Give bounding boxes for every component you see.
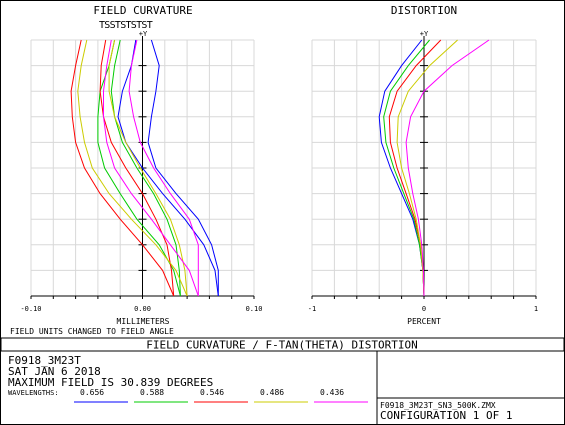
analysis-banner: FIELD CURVATURE / F-TAN(THETA) DISTORTIO…	[146, 339, 418, 352]
series-line	[77, 39, 188, 297]
curvature-title: FIELD CURVATURE	[93, 4, 192, 17]
series-line	[383, 39, 430, 297]
distortion-y-axis-label: +Y	[420, 30, 429, 38]
configuration-text: CONFIGURATION 1 OF 1	[380, 409, 512, 422]
field-units-note: FIELD UNITS CHANGED TO FIELD ANGLE	[10, 327, 174, 336]
wavelengths-label: WAVELENGTHS:	[8, 389, 59, 397]
wavelength-value: 0.656	[80, 388, 104, 397]
legend-letter: S	[141, 20, 147, 31]
legend-letter: T	[147, 20, 153, 31]
series-line	[103, 39, 199, 297]
series-line	[117, 39, 219, 297]
wavelength-value: 0.486	[260, 388, 284, 397]
legend-letter: T	[115, 20, 121, 31]
wavelength-value: 0.546	[200, 388, 224, 397]
x-tick-label: -1	[308, 305, 316, 313]
distortion-plot: -1 0 1	[308, 36, 538, 313]
lens-name: F0918_3M23T	[8, 354, 81, 367]
date-text: SAT JAN 6 2018	[8, 365, 101, 378]
legend-letter: S	[104, 20, 110, 31]
x-tick-label: 0	[422, 305, 426, 313]
max-field-text: MAXIMUM FIELD IS 30.839 DEGREES	[8, 376, 213, 389]
banner-box	[0, 337, 565, 352]
curvature-x-axis-label: MILLIMETERS	[117, 317, 170, 326]
series-line	[405, 39, 490, 297]
curvature-y-axis-label: +Y	[139, 30, 148, 38]
x-tick-label: -0.10	[20, 305, 41, 313]
legend-letter: S	[120, 20, 126, 31]
legend-letter: T	[136, 20, 142, 31]
field-curvature-plot: -0.10 0.00 0.10	[20, 36, 262, 313]
series-line	[108, 39, 188, 297]
series-line	[99, 39, 175, 297]
x-tick-label: 1	[534, 305, 538, 313]
x-tick-label: 0.10	[246, 305, 263, 313]
series-line	[97, 39, 181, 297]
legend-letter: S	[110, 20, 116, 31]
series-line	[147, 39, 219, 296]
series-line	[128, 39, 199, 296]
distortion-x-axis-label: PERCENT	[407, 317, 441, 326]
legend-letter: T	[126, 20, 132, 31]
wavelength-value: 0.588	[140, 388, 164, 397]
wavelength-value: 0.436	[320, 388, 344, 397]
file-name: F0918_3M23T_SN3_500K.ZMX	[380, 401, 496, 410]
wavelength-legend: 0.656 0.588 0.546 0.486 0.436	[74, 388, 368, 403]
legend-letter: S	[131, 20, 137, 31]
legend-letter: T	[99, 20, 105, 31]
series-line	[70, 39, 175, 297]
series-line	[396, 39, 458, 297]
distortion-title: DISTORTION	[391, 4, 457, 17]
x-tick-label: 0.00	[134, 305, 151, 313]
